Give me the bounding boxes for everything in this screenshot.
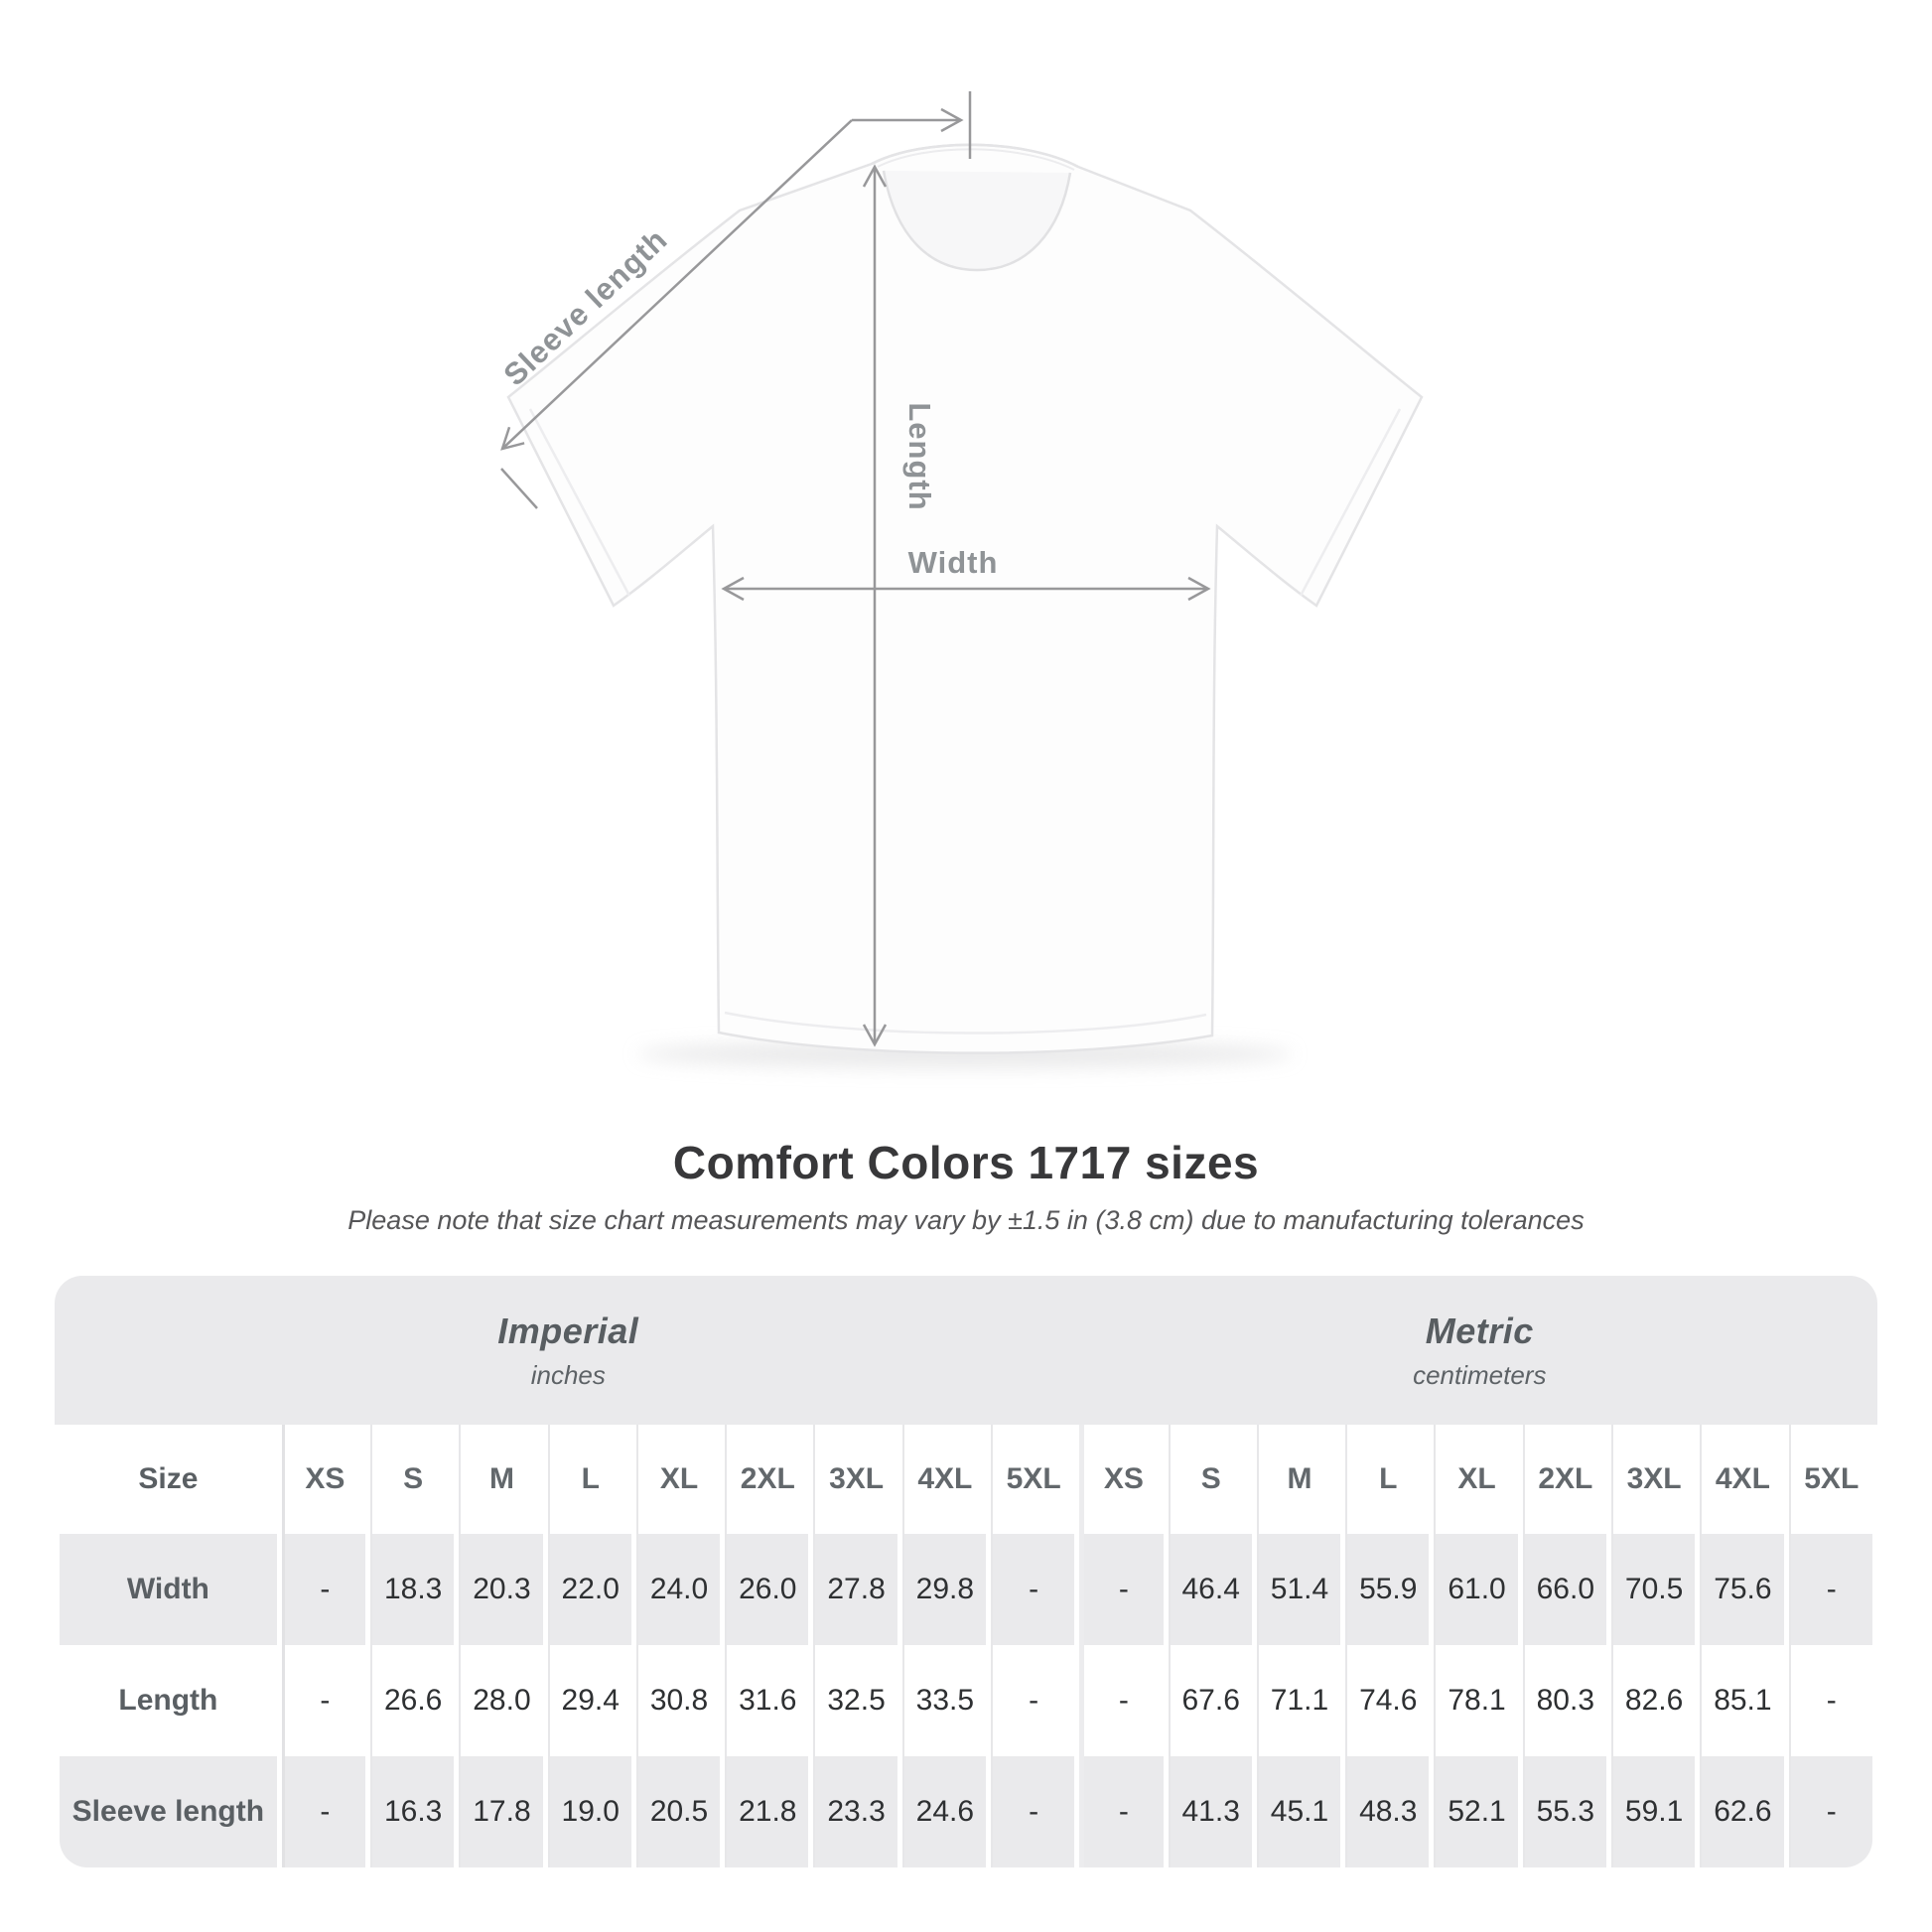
size-diagram: Sleeve length Length Width bbox=[497, 91, 1424, 1068]
sizes-table: Size XS S M L XL 2XL 3XL 4XL 5XL XS S M … bbox=[55, 1425, 1877, 1867]
value-cell: 62.6 bbox=[1700, 1756, 1784, 1867]
size-column-header: Size bbox=[60, 1425, 277, 1534]
value-cell: 26.0 bbox=[725, 1534, 809, 1645]
value-cell: 18.3 bbox=[370, 1534, 455, 1645]
size-header: S bbox=[1168, 1425, 1252, 1534]
size-header-row: Size XS S M L XL 2XL 3XL 4XL 5XL XS S M … bbox=[60, 1425, 1872, 1534]
table-row-sleeve-length: Sleeve length - 16.3 17.8 19.0 20.5 21.8… bbox=[60, 1756, 1872, 1867]
value-cell: 67.6 bbox=[1168, 1645, 1252, 1756]
value-cell: 59.1 bbox=[1610, 1756, 1696, 1867]
value-cell: - bbox=[1788, 1645, 1872, 1756]
unit-band: Imperial inches Metric centimeters bbox=[55, 1276, 1877, 1425]
value-cell: - bbox=[1079, 1534, 1164, 1645]
value-cell: 70.5 bbox=[1610, 1534, 1696, 1645]
value-cell: - bbox=[1788, 1756, 1872, 1867]
value-cell: - bbox=[1079, 1756, 1164, 1867]
value-cell: - bbox=[991, 1534, 1075, 1645]
value-cell: 16.3 bbox=[370, 1756, 455, 1867]
value-cell: - bbox=[991, 1756, 1075, 1867]
tshirt-shape bbox=[506, 143, 1424, 1054]
imperial-units: inches bbox=[530, 1359, 606, 1390]
value-cell: 55.9 bbox=[1345, 1534, 1430, 1645]
tshirt-illustration: Sleeve length Length Width bbox=[497, 91, 1424, 1068]
value-cell: 24.0 bbox=[635, 1534, 721, 1645]
sleeve-end-tick bbox=[500, 468, 538, 509]
value-cell: 27.8 bbox=[813, 1534, 897, 1645]
value-cell: - bbox=[281, 1534, 366, 1645]
value-cell: 26.6 bbox=[370, 1645, 455, 1756]
value-cell: - bbox=[1788, 1534, 1872, 1645]
value-cell: 61.0 bbox=[1434, 1534, 1518, 1645]
length-label: Length bbox=[902, 402, 937, 510]
size-header: L bbox=[1345, 1425, 1430, 1534]
value-cell: 55.3 bbox=[1522, 1756, 1606, 1867]
size-header: 5XL bbox=[991, 1425, 1075, 1534]
page-title: Comfort Colors 1717 sizes bbox=[672, 1137, 1260, 1188]
value-cell: 48.3 bbox=[1345, 1756, 1430, 1867]
value-cell: 74.6 bbox=[1345, 1645, 1430, 1756]
size-header: 3XL bbox=[813, 1425, 897, 1534]
value-cell: 20.3 bbox=[459, 1534, 543, 1645]
value-cell: 31.6 bbox=[725, 1645, 809, 1756]
value-cell: 28.0 bbox=[459, 1645, 543, 1756]
row-label: Length bbox=[60, 1645, 277, 1756]
value-cell: 41.3 bbox=[1168, 1756, 1252, 1867]
imperial-group-header: Imperial inches bbox=[55, 1276, 1082, 1425]
size-header: 4XL bbox=[1700, 1425, 1784, 1534]
value-cell: 33.5 bbox=[901, 1645, 986, 1756]
metric-units: centimeters bbox=[1413, 1359, 1547, 1390]
value-cell: 24.6 bbox=[901, 1756, 986, 1867]
size-header: 2XL bbox=[1522, 1425, 1606, 1534]
size-header: XS bbox=[1079, 1425, 1164, 1534]
row-label: Width bbox=[60, 1534, 277, 1645]
table-row-width: Width - 18.3 20.3 22.0 24.0 26.0 27.8 29… bbox=[60, 1534, 1872, 1645]
value-cell: - bbox=[281, 1756, 366, 1867]
metric-label: Metric bbox=[1425, 1310, 1534, 1351]
value-cell: 19.0 bbox=[547, 1756, 631, 1867]
size-header: XL bbox=[1434, 1425, 1518, 1534]
size-chart: Imperial inches Metric centimeters Size … bbox=[55, 1276, 1877, 1867]
size-header: 2XL bbox=[725, 1425, 809, 1534]
size-header: 3XL bbox=[1610, 1425, 1696, 1534]
value-cell: - bbox=[1079, 1645, 1164, 1756]
value-cell: - bbox=[991, 1645, 1075, 1756]
value-cell: 82.6 bbox=[1610, 1645, 1696, 1756]
size-header: XL bbox=[635, 1425, 721, 1534]
width-label: Width bbox=[908, 545, 999, 580]
imperial-label: Imperial bbox=[497, 1310, 639, 1351]
value-cell: 22.0 bbox=[547, 1534, 631, 1645]
size-header: S bbox=[370, 1425, 455, 1534]
value-cell: 21.8 bbox=[725, 1756, 809, 1867]
value-cell: 78.1 bbox=[1434, 1645, 1518, 1756]
tolerance-note: Please note that size chart measurements… bbox=[347, 1205, 1585, 1235]
value-cell: 29.8 bbox=[901, 1534, 986, 1645]
value-cell: 52.1 bbox=[1434, 1756, 1518, 1867]
value-cell: 17.8 bbox=[459, 1756, 543, 1867]
size-header: XS bbox=[281, 1425, 366, 1534]
value-cell: 71.1 bbox=[1256, 1645, 1341, 1756]
size-header: L bbox=[547, 1425, 631, 1534]
value-cell: 32.5 bbox=[813, 1645, 897, 1756]
size-header: M bbox=[1256, 1425, 1341, 1534]
value-cell: 51.4 bbox=[1256, 1534, 1341, 1645]
row-label: Sleeve length bbox=[60, 1756, 277, 1867]
value-cell: - bbox=[281, 1645, 366, 1756]
sleeve-length-arrow-diagonal bbox=[500, 119, 853, 451]
measurement-arrows bbox=[500, 91, 1211, 1047]
value-cell: 75.6 bbox=[1700, 1534, 1784, 1645]
value-cell: 20.5 bbox=[635, 1756, 721, 1867]
value-cell: 45.1 bbox=[1256, 1756, 1341, 1867]
table-row-length: Length - 26.6 28.0 29.4 30.8 31.6 32.5 3… bbox=[60, 1645, 1872, 1756]
value-cell: 46.4 bbox=[1168, 1534, 1252, 1645]
value-cell: 80.3 bbox=[1522, 1645, 1606, 1756]
size-header: 5XL bbox=[1788, 1425, 1872, 1534]
metric-group-header: Metric centimeters bbox=[1082, 1276, 1877, 1425]
value-cell: 85.1 bbox=[1700, 1645, 1784, 1756]
value-cell: 23.3 bbox=[813, 1756, 897, 1867]
size-header: M bbox=[459, 1425, 543, 1534]
value-cell: 30.8 bbox=[635, 1645, 721, 1756]
value-cell: 29.4 bbox=[547, 1645, 631, 1756]
size-header: 4XL bbox=[901, 1425, 986, 1534]
value-cell: 66.0 bbox=[1522, 1534, 1606, 1645]
